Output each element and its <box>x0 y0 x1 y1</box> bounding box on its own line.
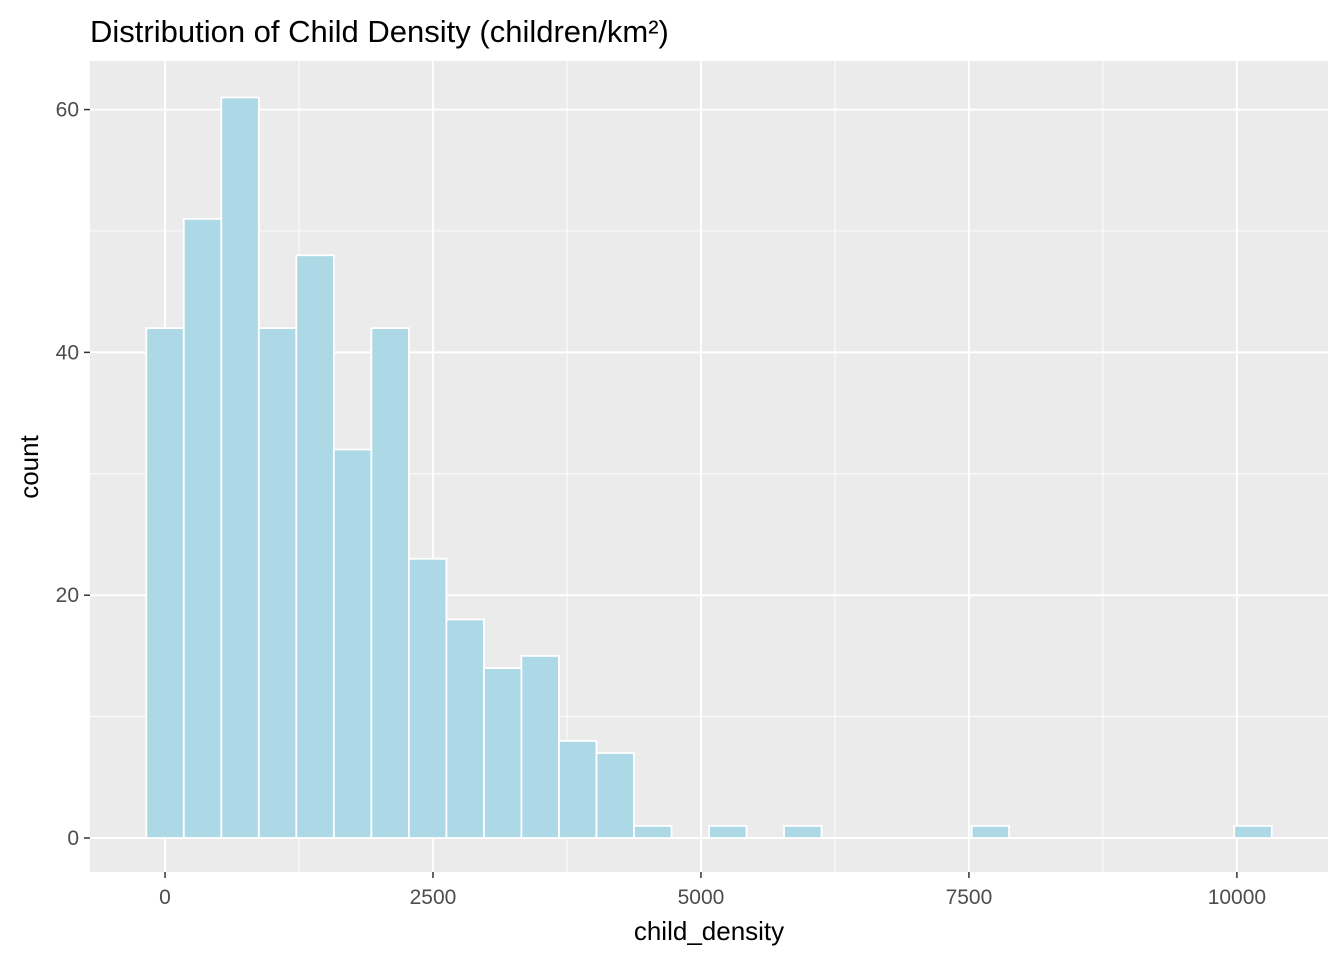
x-tick-label: 0 <box>159 886 171 909</box>
histogram-bar <box>783 824 823 839</box>
chart-title: Distribution of Child Density (children/… <box>90 14 669 49</box>
histogram-bar <box>483 667 523 839</box>
y-tick-label: 20 <box>56 584 79 607</box>
histogram-bar <box>520 654 560 839</box>
x-tick-label: 10000 <box>1208 886 1266 909</box>
histogram-bar <box>257 327 298 839</box>
x-tick-label: 5000 <box>678 886 725 909</box>
major-grid <box>90 61 1328 872</box>
histogram-bar <box>182 217 223 839</box>
histogram-bars <box>145 96 1273 839</box>
histogram-bar <box>220 96 260 839</box>
y-tick-label: 60 <box>56 99 79 122</box>
histogram-bar <box>370 327 410 839</box>
x-tick-label: 7500 <box>946 886 993 909</box>
histogram-bar <box>970 824 1011 839</box>
x-tick-label: 2500 <box>410 886 457 909</box>
histogram-bar <box>332 448 373 839</box>
histogram-bar <box>295 254 335 839</box>
histogram-bar <box>407 557 448 839</box>
histogram-bar <box>708 824 748 839</box>
y-tick-label: 40 <box>56 341 79 364</box>
y-axis-title: count <box>14 434 44 498</box>
x-axis-ticks: 0 2500 5000 7500 10000 <box>159 872 1266 909</box>
minor-grid <box>90 61 1328 872</box>
histogram-bar <box>595 752 635 839</box>
x-axis-title: child_density <box>634 916 784 946</box>
histogram-bar <box>558 739 598 839</box>
y-tick-label: 0 <box>67 827 79 850</box>
histogram-bar <box>145 327 185 839</box>
histogram-bar <box>633 824 673 839</box>
y-axis-ticks: 0 20 40 60 <box>56 99 90 850</box>
histogram-bar <box>445 618 485 839</box>
histogram-bar <box>1233 824 1273 839</box>
